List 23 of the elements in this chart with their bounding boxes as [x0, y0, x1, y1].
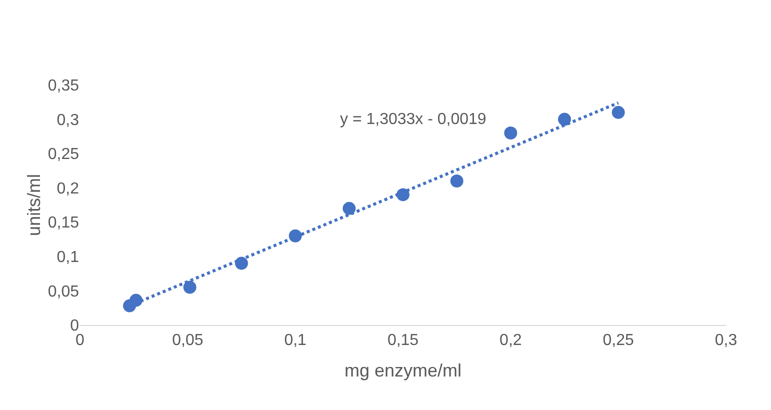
- x-tick-label: 0,1: [284, 332, 307, 350]
- point: [450, 174, 464, 188]
- x-tick-label: 0,3: [714, 332, 738, 350]
- y-tick-label: 0,3: [56, 112, 80, 129]
- y-tick-label: 0,35: [48, 78, 80, 95]
- point: [504, 126, 518, 140]
- point: [558, 112, 571, 126]
- y-axis-title: units/ml: [24, 174, 44, 236]
- annotation: y = 1,3033x - 0,0019: [340, 111, 486, 128]
- point: [342, 202, 356, 215]
- point: [183, 280, 196, 294]
- x-tick-label: 0,05: [172, 332, 204, 350]
- y-tick-label: 0,15: [48, 214, 80, 232]
- y-tick-label: 0,25: [48, 146, 80, 164]
- point: [612, 106, 625, 119]
- x-tick-label: 0,25: [602, 332, 634, 350]
- x-axis-title: mg enzyme/ml: [344, 360, 462, 380]
- x-tick-label: 0,2: [500, 332, 522, 350]
- y-tick-label: 0: [70, 318, 80, 335]
- y-tick-label: 0,05: [48, 283, 80, 300]
- x-tick-label: 0,15: [387, 332, 419, 350]
- y-tick-label: 0,1: [56, 249, 80, 266]
- y-tick-label: 0,2: [56, 180, 80, 198]
